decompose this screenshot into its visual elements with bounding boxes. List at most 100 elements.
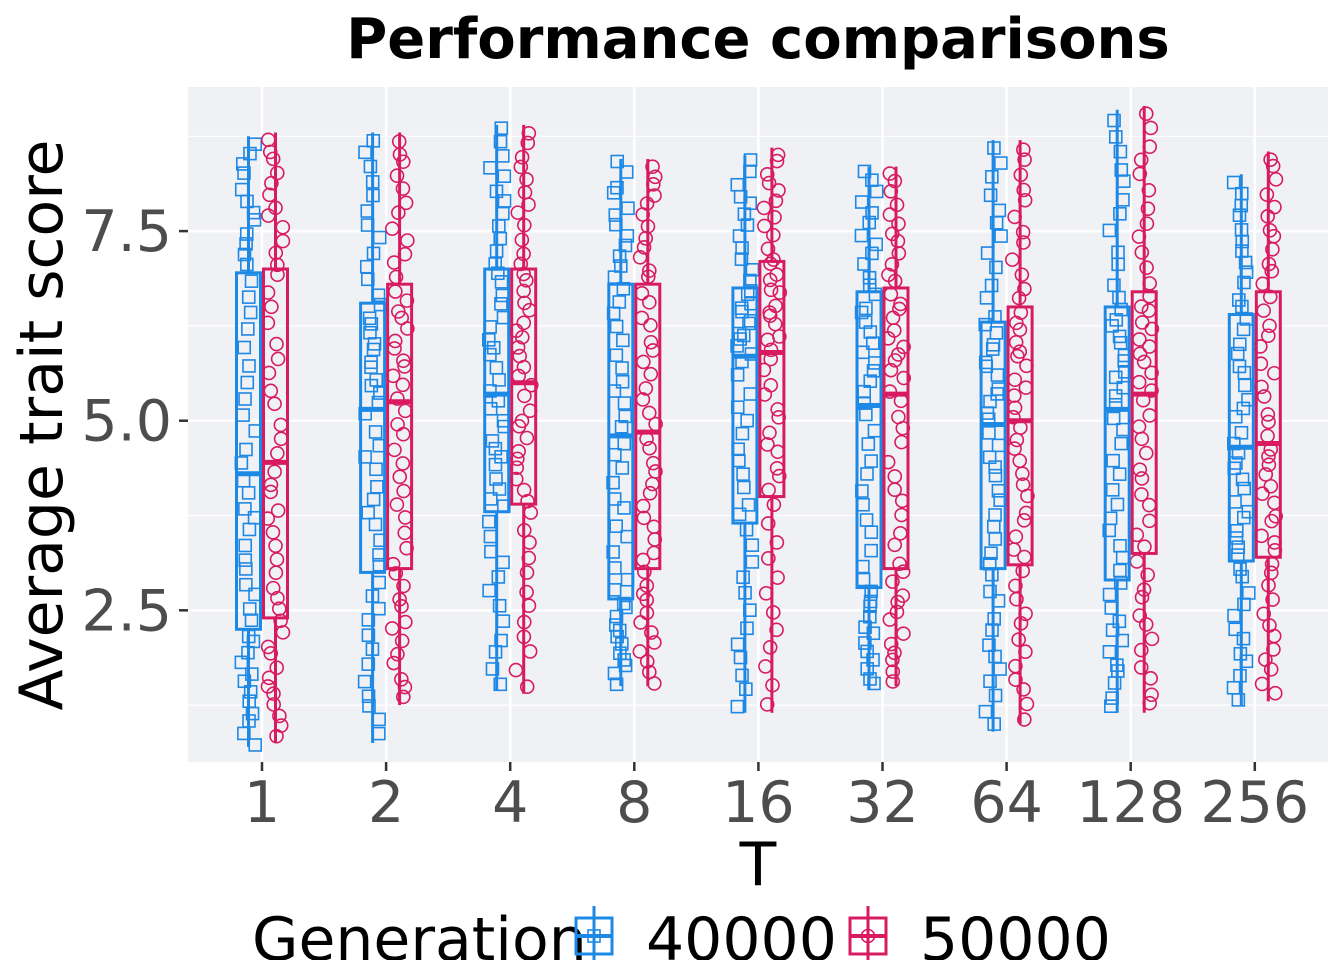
data-point-square	[1113, 207, 1127, 221]
data-point-square	[994, 229, 1008, 243]
data-point-circle	[642, 485, 658, 501]
data-point-square	[740, 621, 754, 636]
x-tick-label: 1	[244, 770, 280, 836]
data-point-square	[369, 462, 383, 477]
data-point-circle	[519, 565, 535, 580]
data-point-square	[242, 602, 257, 616]
data-point-circle	[1258, 467, 1274, 482]
data-point-circle	[270, 446, 285, 461]
data-point-square	[1102, 223, 1117, 238]
data-point-circle	[648, 464, 663, 479]
data-point-circle	[390, 391, 405, 406]
data-point-square	[982, 638, 996, 652]
data-point-square	[615, 461, 630, 475]
data-point-circle	[1132, 166, 1148, 182]
data-point-circle	[887, 537, 903, 553]
data-point-circle	[391, 304, 406, 319]
data-point-circle	[760, 241, 776, 257]
data-point-square	[1237, 481, 1252, 496]
data-point-circle	[643, 366, 659, 382]
data-point-circle	[1264, 513, 1279, 529]
data-point-circle	[1012, 453, 1027, 469]
data-point-circle	[519, 273, 534, 288]
data-point-circle	[514, 149, 530, 165]
data-point-circle	[1017, 712, 1032, 727]
data-point-square	[990, 387, 1004, 401]
data-point-circle	[885, 674, 901, 689]
data-point-circle	[390, 646, 405, 662]
legend-label-40000: 40000	[646, 905, 837, 960]
x-tick-label: 16	[722, 770, 795, 836]
chart-title: Performance comparisons	[346, 7, 1169, 72]
data-point-circle	[1015, 477, 1031, 492]
data-point-circle	[1265, 158, 1281, 174]
data-point-square	[237, 166, 251, 180]
data-point-square	[489, 472, 503, 486]
data-point-circle	[1016, 142, 1031, 157]
data-point-circle	[514, 413, 530, 429]
box-40000-T4	[483, 124, 511, 690]
data-point-square	[486, 340, 501, 355]
data-point-square	[609, 348, 624, 363]
data-point-circle	[896, 339, 911, 355]
data-point-circle	[772, 285, 788, 300]
data-point-square	[990, 368, 1005, 382]
data-point-circle	[891, 216, 906, 232]
data-point-circle	[1016, 235, 1031, 250]
data-point-square	[615, 374, 630, 389]
data-point-circle	[1262, 318, 1277, 334]
data-point-square	[864, 454, 878, 468]
data-point-circle	[763, 377, 779, 393]
data-point-square	[494, 633, 508, 648]
data-point-square	[493, 134, 508, 149]
legend-key-40000	[574, 906, 614, 960]
box-iqr	[607, 282, 635, 601]
data-point-circle	[1139, 260, 1154, 275]
data-point-circle	[268, 538, 283, 554]
data-point-square	[239, 237, 253, 251]
data-point-circle	[1134, 487, 1149, 502]
data-point-circle	[771, 468, 787, 484]
data-point-square	[865, 173, 879, 187]
data-point-square	[989, 326, 1004, 340]
data-point-circle	[1144, 383, 1159, 398]
data-point-square	[238, 553, 253, 567]
box-50000-T8	[634, 159, 662, 687]
data-point-square	[1113, 538, 1127, 553]
data-point-circle	[636, 240, 652, 255]
data-point-square	[1109, 313, 1124, 327]
data-point-circle	[1017, 152, 1032, 167]
data-point-square	[485, 662, 500, 676]
data-point-square	[865, 246, 879, 261]
data-point-circle	[519, 172, 534, 187]
y-axis: 2.5 5.0 7.5	[81, 199, 188, 644]
data-point-square	[1112, 467, 1127, 481]
data-point-circle	[1265, 592, 1280, 607]
data-point-square	[241, 322, 255, 336]
x-tick-label: 32	[846, 770, 919, 836]
data-point-square	[370, 479, 384, 494]
data-point-square	[364, 355, 378, 370]
data-point-circle	[884, 257, 900, 272]
data-point-circle	[1015, 224, 1031, 240]
data-point-square	[983, 188, 998, 203]
data-point-circle	[1261, 457, 1277, 473]
data-point-circle	[395, 456, 411, 471]
data-point-circle	[1132, 608, 1147, 623]
data-point-circle	[1134, 589, 1150, 605]
data-point-square	[863, 374, 878, 388]
data-point-square	[362, 311, 377, 326]
data-point-square	[1235, 472, 1250, 487]
data-point-circle	[637, 564, 652, 580]
data-point-circle	[1136, 354, 1152, 370]
data-point-circle	[1138, 445, 1154, 461]
data-point-circle	[885, 664, 901, 679]
data-point-square	[860, 644, 874, 659]
data-point-circle	[1260, 407, 1276, 422]
data-point-circle	[635, 586, 651, 602]
data-point-square	[488, 441, 503, 456]
data-point-square	[989, 260, 1003, 275]
data-point-circle	[389, 168, 405, 183]
box-iqr	[1227, 313, 1255, 563]
data-point-square	[859, 513, 874, 527]
